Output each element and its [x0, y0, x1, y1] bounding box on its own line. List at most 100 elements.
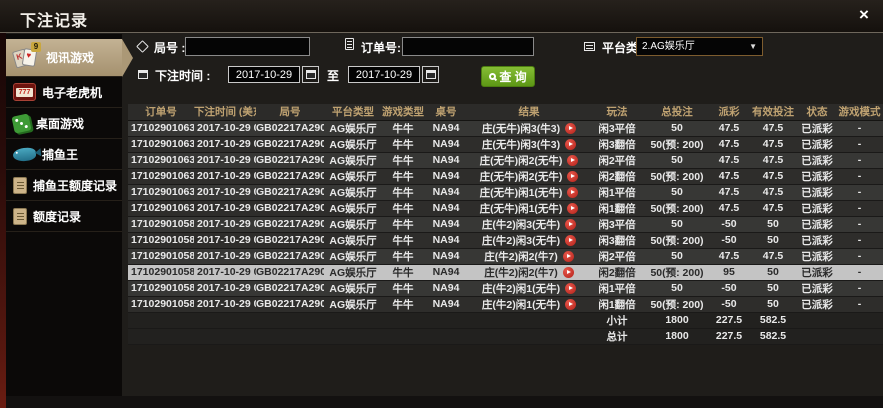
order-cell: 171029010639 — [128, 136, 194, 153]
valid-bet-cell: 50 — [748, 216, 798, 233]
time-cell: 2017-10-29 01: — [194, 136, 256, 153]
sidebar-item-4[interactable]: 捕鱼王 — [6, 139, 122, 170]
round-cell: GB02217A2901K — [256, 264, 324, 281]
play-icon[interactable] — [562, 266, 574, 278]
total-bet-cell: 50(预: 200) — [644, 296, 710, 313]
mode-cell: - — [836, 200, 883, 217]
play-icon[interactable] — [565, 218, 577, 230]
sidebar-item-5[interactable]: 捕鱼王额度记录 — [6, 170, 122, 201]
date-from-input[interactable] — [228, 66, 300, 83]
platform-cell: AG娱乐厅 — [324, 152, 382, 169]
date-from-calendar-button[interactable] — [302, 66, 319, 83]
platform-cell: AG娱乐厅 — [324, 168, 382, 185]
result-cell: 庄(无牛)闲3(牛3) — [468, 120, 590, 137]
valid-bet-cell: 47.5 — [748, 152, 798, 169]
table-row[interactable]: 1710290105832017-10-29 01:GB02217A2901KA… — [128, 264, 883, 281]
play-icon[interactable] — [565, 122, 577, 134]
result-cell: 庄(无牛)闲2(无牛) — [468, 168, 590, 185]
window-bottom-edge — [6, 396, 883, 408]
sidebar-item-label: 额度记录 — [33, 209, 82, 224]
table-row[interactable]: 1710290105832017-10-29 01:GB02217A2901KA… — [128, 248, 883, 265]
total-bet-cell: 50(预: 200) — [644, 136, 710, 153]
order-cell: 171029010583 — [128, 296, 194, 313]
play-icon[interactable] — [565, 298, 577, 310]
table-no-cell: NA94 — [424, 200, 468, 217]
platform-cell: AG娱乐厅 — [324, 184, 382, 201]
table-row[interactable]: 1710290106392017-10-29 01:GB02217A2901LA… — [128, 168, 883, 185]
status-cell: 已派彩 — [798, 232, 836, 249]
round-cell: GB02217A2901L — [256, 152, 324, 169]
sidebar-item-1[interactable]: 9 视讯游戏 — [6, 39, 133, 77]
order-number-input[interactable] — [402, 37, 534, 56]
total-bet-cell: 50 — [644, 280, 710, 297]
page-background-strip — [0, 0, 6, 408]
table-no-cell: NA94 — [424, 248, 468, 265]
result-cell: 庄(无牛)闲3(牛3) — [468, 136, 590, 153]
table-row[interactable]: 1710290105832017-10-29 01:GB02217A2901KA… — [128, 232, 883, 249]
fish-icon — [12, 146, 37, 162]
result-cell: 庄(牛2)闲2(牛7) — [468, 248, 590, 265]
close-icon[interactable]: × — [859, 5, 869, 24]
date-to-input[interactable] — [348, 66, 420, 83]
play-icon[interactable] — [562, 250, 574, 262]
round-cell: GB02217A2901K — [256, 296, 324, 313]
play-icon[interactable] — [565, 138, 577, 150]
payout-cell: 47.5 — [710, 152, 748, 169]
table-row[interactable]: 1710290106392017-10-29 01:GB02217A2901LA… — [128, 200, 883, 217]
play-icon[interactable] — [567, 154, 579, 166]
game-type-cell: 牛牛 — [382, 264, 424, 281]
table-row[interactable]: 1710290105832017-10-29 01:GB02217A2901KA… — [128, 216, 883, 233]
payout-cell: 47.5 — [710, 184, 748, 201]
column-header: 桌号 — [424, 104, 468, 121]
table-no-cell: NA94 — [424, 296, 468, 313]
sidebar-item-2[interactable]: 777 电子老虎机 — [6, 77, 122, 108]
platform-type-dropdown[interactable]: 2.AG娱乐厅 ▼ — [636, 37, 763, 56]
sidebar-item-label: 捕鱼王 — [42, 147, 79, 162]
mode-cell: - — [836, 248, 883, 265]
column-header: 下注时间 (美东) — [194, 104, 256, 121]
order-icon — [345, 38, 354, 53]
table-row[interactable]: 1710290105832017-10-29 01:GB02217A2901KA… — [128, 280, 883, 297]
order-cell: 171029010583 — [128, 232, 194, 249]
total-valid: 582.5 — [748, 328, 798, 345]
table-row[interactable]: 1710290106392017-10-29 01:GB02217A2901LA… — [128, 184, 883, 201]
play-icon[interactable] — [567, 202, 579, 214]
play-icon[interactable] — [565, 282, 577, 294]
time-calendar-icon — [138, 68, 148, 82]
table-row[interactable]: 1710290106392017-10-29 01:GB02217A2901LA… — [128, 152, 883, 169]
table-row[interactable]: 1710290106392017-10-29 01:GB02217A2901LA… — [128, 120, 883, 137]
table-row[interactable]: 1710290105832017-10-29 01:GB02217A2901KA… — [128, 296, 883, 313]
sidebar-item-3[interactable]: 桌面游戏 — [6, 108, 122, 139]
play-method-cell: 闲2翻倍 — [590, 264, 644, 281]
platform-cell: AG娱乐厅 — [324, 136, 382, 153]
document-icon — [13, 176, 27, 194]
round-number-input[interactable] — [185, 37, 310, 56]
platform-cell: AG娱乐厅 — [324, 280, 382, 297]
time-cell: 2017-10-29 01: — [194, 280, 256, 297]
game-type-cell: 牛牛 — [382, 296, 424, 313]
search-button[interactable]: 查 询 — [481, 66, 535, 87]
game-type-cell: 牛牛 — [382, 120, 424, 137]
table-row[interactable]: 1710290106392017-10-29 01:GB02217A2901LA… — [128, 136, 883, 153]
play-icon[interactable] — [567, 170, 579, 182]
chevron-down-icon: ▼ — [749, 42, 757, 51]
round-cell: GB02217A2901L — [256, 184, 324, 201]
round-cell: GB02217A2901K — [256, 280, 324, 297]
valid-bet-cell: 50 — [748, 296, 798, 313]
status-cell: 已派彩 — [798, 184, 836, 201]
sidebar-item-6[interactable]: 额度记录 — [6, 201, 122, 232]
date-to-calendar-button[interactable] — [422, 66, 439, 83]
game-type-cell: 牛牛 — [382, 216, 424, 233]
play-icon[interactable] — [565, 234, 577, 246]
window-titlebar: 下注记录 × — [0, 0, 883, 33]
time-cell: 2017-10-29 01: — [194, 232, 256, 249]
order-cell: 171029010639 — [128, 200, 194, 217]
play-icon[interactable] — [567, 186, 579, 198]
table-no-cell: NA94 — [424, 136, 468, 153]
result-cell: 庄(牛2)闲1(无牛) — [468, 296, 590, 313]
play-method-cell: 闲1平倍 — [590, 280, 644, 297]
valid-bet-cell: 47.5 — [748, 200, 798, 217]
sidebar-item-label: 捕鱼王额度记录 — [33, 178, 118, 193]
round-cell: GB02217A2901K — [256, 248, 324, 265]
status-cell: 已派彩 — [798, 296, 836, 313]
